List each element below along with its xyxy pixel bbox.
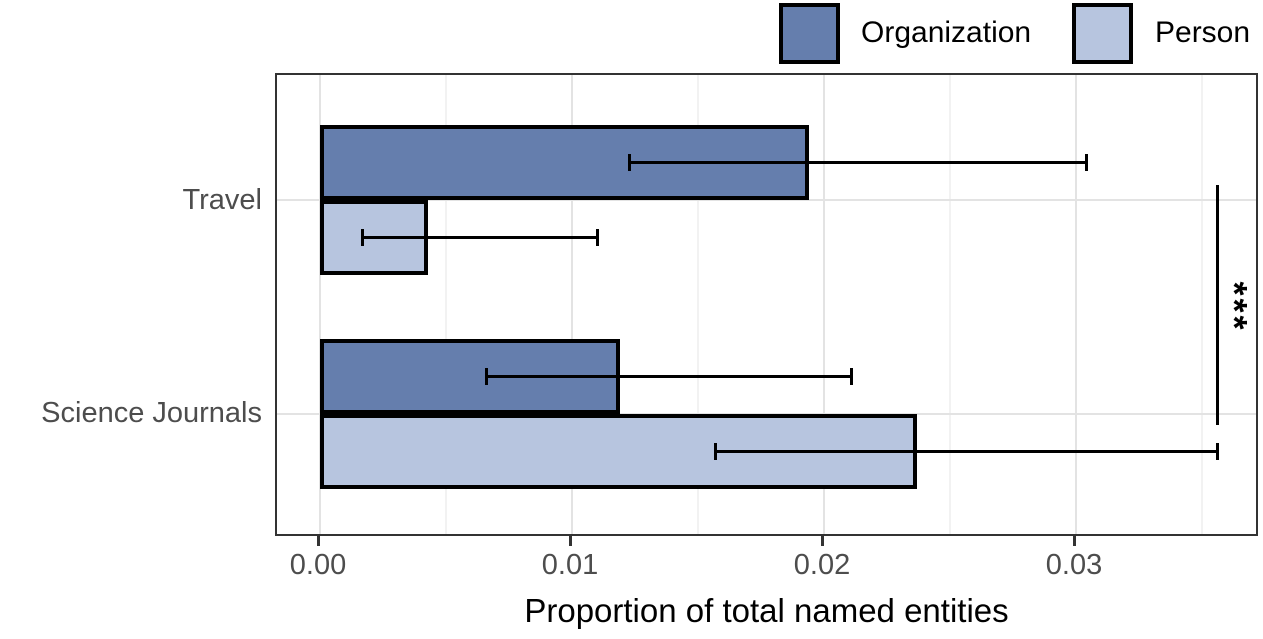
x-tick-label: 0.01 (541, 549, 599, 581)
category-label-science-journals: Science Journals (41, 397, 262, 429)
x-axis-tick (820, 536, 824, 546)
major-gridline (319, 75, 321, 534)
error-bar-line (486, 375, 852, 378)
error-bar-cap-low (484, 368, 488, 385)
plot-panel (275, 73, 1258, 536)
x-tick-label: 0.00 (289, 549, 347, 581)
category-label-travel: Travel (182, 184, 263, 216)
error-bar-line (362, 236, 598, 239)
minor-gridline (1201, 75, 1203, 534)
major-gridline (823, 75, 825, 534)
legend-swatch-organization (779, 3, 840, 64)
minor-gridline (445, 75, 447, 534)
x-axis-tick (568, 536, 572, 546)
error-bar-line (629, 161, 1087, 164)
error-bar-cap-high (1215, 443, 1219, 460)
significance-bracket-line (1216, 185, 1219, 425)
legend-label-person: Person (1155, 16, 1251, 49)
x-axis-title: Proportion of total named entities (524, 592, 1009, 629)
x-axis-tick (316, 536, 320, 546)
legend-swatch-person (1072, 3, 1133, 64)
error-bar-cap-high (595, 229, 599, 246)
error-bar-line (715, 450, 1218, 453)
error-bar-cap-low (628, 154, 632, 171)
x-tick-label: 0.03 (1045, 549, 1103, 581)
legend-label-organization: Organization (861, 16, 1032, 49)
category-gridline (277, 199, 1256, 201)
minor-gridline (697, 75, 699, 534)
minor-gridline (949, 75, 951, 534)
major-gridline (571, 75, 573, 534)
major-gridline (1075, 75, 1077, 534)
error-bar-cap-low (714, 443, 718, 460)
error-bar-cap-high (1084, 154, 1088, 171)
error-bar-cap-high (850, 368, 854, 385)
significance-stars-label: *** (1214, 281, 1255, 333)
x-tick-label: 0.02 (793, 549, 851, 581)
x-axis-tick (1072, 536, 1076, 546)
error-bar-cap-low (361, 229, 365, 246)
